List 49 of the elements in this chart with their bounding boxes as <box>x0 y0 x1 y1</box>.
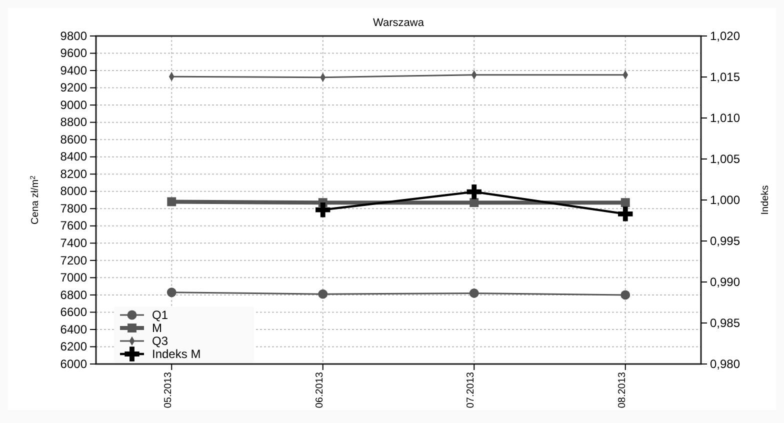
y-tick-label: 9000 <box>60 98 88 112</box>
point <box>166 288 176 298</box>
y2-tick-label: 0,995 <box>710 234 740 248</box>
y2-tick-label: 0,985 <box>710 316 740 330</box>
x-tick-label: 05.2013 <box>163 372 174 408</box>
y-tick-label: 9200 <box>60 80 88 95</box>
x-tick-label: 06.2013 <box>314 372 326 408</box>
point <box>618 206 633 222</box>
x-tick-label: 07.2013 <box>466 372 477 408</box>
y2-tick-label: 0,980 <box>710 356 740 371</box>
y2-tick-label: 1,010 <box>710 110 740 125</box>
y-tick-label: 7600 <box>60 218 88 233</box>
y-tick-label: 7800 <box>60 201 88 216</box>
legend-label: M <box>152 321 162 336</box>
legend-label: Indeks M <box>152 347 201 362</box>
x-tick-label: 08.2013 <box>616 372 628 408</box>
y2-tick-label: 1,000 <box>710 192 740 207</box>
chart-title: Warszawa <box>373 17 425 29</box>
y-tick-label: 6000 <box>60 356 88 371</box>
point <box>620 290 630 300</box>
y-tick-label: 8000 <box>60 184 88 198</box>
y2-tick-label: 1,015 <box>710 70 740 84</box>
y-tick-label: 8200 <box>60 166 88 181</box>
y-tick-label: 8800 <box>60 115 88 130</box>
y-tick-label: 6600 <box>60 305 88 320</box>
y-tick-label: 9800 <box>60 28 88 43</box>
point <box>466 184 482 200</box>
point <box>316 202 330 218</box>
y2-tick-label: 1,005 <box>710 152 740 166</box>
point <box>620 198 630 208</box>
y2-axis-title: Indeks <box>760 185 771 215</box>
point <box>318 289 328 299</box>
y-tick-label: 9600 <box>60 46 88 60</box>
y-tick-label: 8400 <box>60 150 88 164</box>
y-tick-label: 6400 <box>60 322 88 336</box>
legend-label: Q3 <box>152 334 168 348</box>
point <box>470 198 479 208</box>
y-tick-label: 8600 <box>60 132 88 146</box>
y2-tick-label: 1,020 <box>710 28 740 43</box>
y-tick-label: 9400 <box>60 63 88 78</box>
y-tick-label: 6200 <box>60 340 88 354</box>
y-tick-label: 7200 <box>60 253 88 268</box>
y2-tick-label: 0,990 <box>710 274 740 289</box>
y-tick-label: 7000 <box>60 270 88 285</box>
point <box>469 288 479 298</box>
y-tick-label: 6800 <box>60 288 88 302</box>
y-tick-label: 7400 <box>60 236 88 250</box>
point <box>167 197 176 206</box>
legend-label: Q1 <box>152 308 168 322</box>
